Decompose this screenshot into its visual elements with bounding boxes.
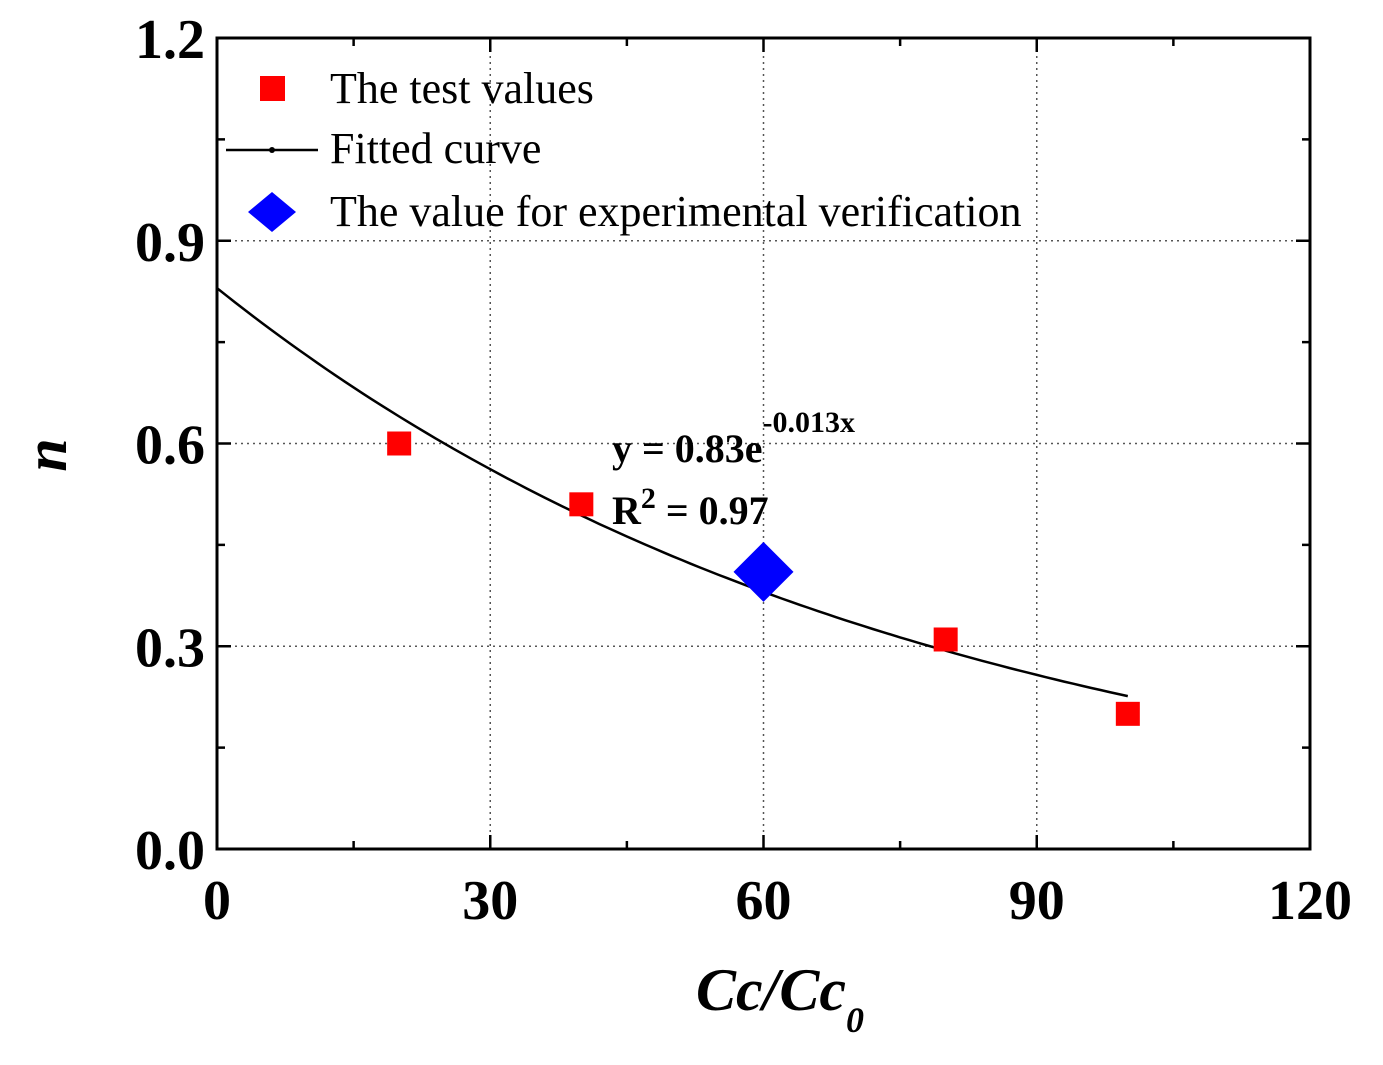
y-tick-label: 1.2 bbox=[135, 9, 205, 71]
equation-label: y = 0.83e-0.013x bbox=[612, 406, 855, 471]
legend: The test values Fitted curve The value f… bbox=[226, 64, 1021, 236]
r-squared-value: = 0.97 bbox=[656, 488, 769, 533]
equation-exponent: -0.013x bbox=[763, 406, 856, 439]
x-axis-title-subscript: 0 bbox=[846, 1000, 864, 1040]
legend-label-test-values: The test values bbox=[330, 64, 594, 113]
y-axis-title: n bbox=[13, 438, 79, 471]
axis-ticks bbox=[215, 36, 1312, 851]
x-tick-labels: 0 30 60 90 120 bbox=[203, 870, 1352, 932]
x-tick-label: 30 bbox=[462, 870, 518, 932]
grid-lines bbox=[217, 38, 1310, 849]
verification-point bbox=[733, 541, 794, 602]
legend-marker-test-values bbox=[260, 76, 285, 101]
x-tick-label: 90 bbox=[1009, 870, 1065, 932]
r-squared-superscript: 2 bbox=[641, 482, 656, 515]
y-tick-label: 0.6 bbox=[135, 415, 205, 477]
test-value-point bbox=[387, 431, 412, 456]
y-tick-label: 0.9 bbox=[135, 212, 205, 274]
y-tick-labels: 0.0 0.3 0.6 0.9 1.2 bbox=[135, 9, 205, 882]
legend-marker-fitted-curve-dot bbox=[269, 147, 275, 153]
x-axis-title: Cc/Cc0 bbox=[696, 957, 864, 1040]
x-tick-label: 60 bbox=[736, 870, 792, 932]
legend-marker-verification bbox=[248, 192, 296, 232]
data-series bbox=[216, 287, 1140, 726]
test-value-point bbox=[1115, 701, 1140, 726]
r-squared-label: R2 = 0.97 bbox=[612, 482, 769, 533]
x-tick-label: 0 bbox=[203, 870, 231, 932]
legend-label-fitted-curve: Fitted curve bbox=[330, 124, 541, 173]
test-value-point bbox=[933, 627, 958, 652]
x-tick-label: 120 bbox=[1268, 870, 1352, 932]
fitted-curve-line bbox=[216, 287, 1129, 698]
test-value-point bbox=[569, 492, 594, 517]
y-tick-label: 0.0 bbox=[135, 820, 205, 882]
y-tick-label: 0.3 bbox=[135, 617, 205, 679]
legend-label-verification: The value for experimental verification bbox=[330, 187, 1021, 236]
